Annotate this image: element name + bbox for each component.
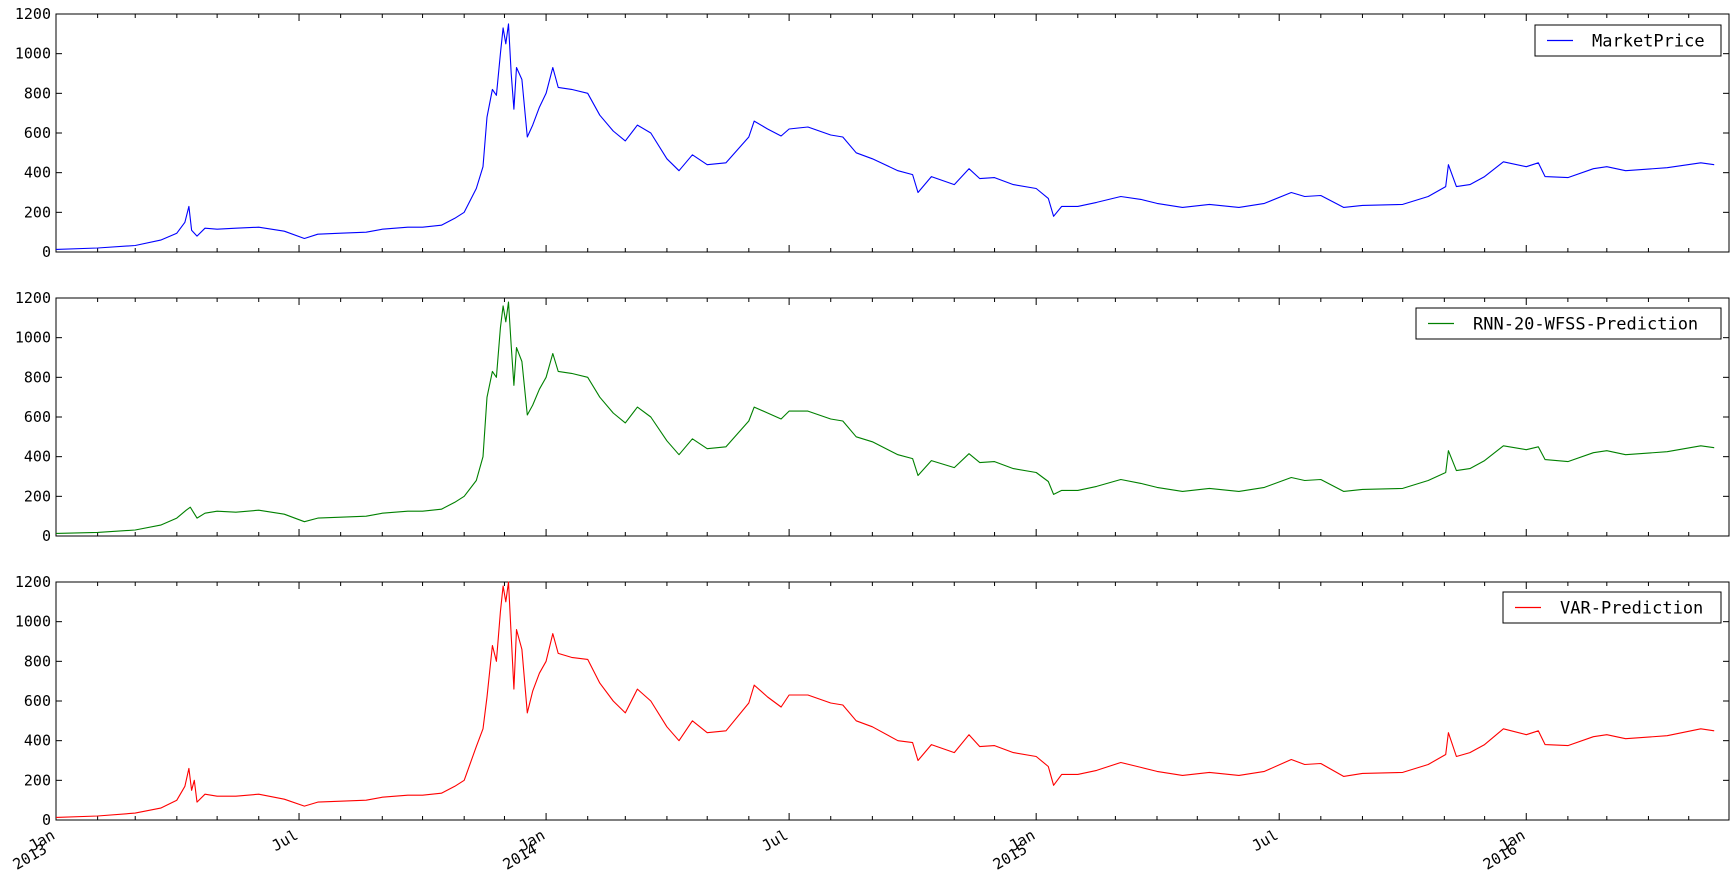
x-tick-label: Jul: [1249, 826, 1281, 855]
y-tick-label: 400: [24, 448, 51, 466]
panel-2: 0 200 400 600 800 1000 1200 RNN-20-WFSS-Predict…: [15, 289, 1730, 545]
panels: 0 200 400 600 800 1000 1200 MarketPrice 0 200 400 6…: [15, 5, 1730, 829]
plot-frame: [55, 13, 1730, 253]
y-tick-label: 600: [24, 692, 51, 710]
y-tick-label: 200: [24, 203, 51, 221]
panel-1: 0 200 400 600 800 1000 1200 MarketPrice: [15, 5, 1730, 261]
y-tick-label: 200: [24, 487, 51, 505]
y-tick-label: 400: [24, 164, 51, 182]
legend-label: RNN-20-WFSS-Prediction: [1473, 315, 1698, 335]
y-tick-label: 1000: [15, 329, 51, 347]
series-line-marketprice: [55, 23, 1715, 250]
y-tick-label: 0: [42, 811, 51, 829]
y-tick-label: 600: [24, 408, 51, 426]
y-tick-label: 1000: [15, 613, 51, 631]
legend-label: MarketPrice: [1592, 32, 1705, 52]
plot-frame: [55, 581, 1730, 821]
series-line-rnn-20-wfss-prediction: [55, 301, 1715, 534]
legend-box: [1415, 307, 1722, 340]
y-tick-label: 1200: [15, 5, 51, 23]
y-tick-label: 800: [24, 368, 51, 386]
panel-3: 0 200 400 600 800 1000 1200 VAR-Prediction: [15, 573, 1730, 829]
legend-label: VAR-Prediction: [1560, 599, 1703, 619]
legend: RNN-20-WFSS-Prediction: [1415, 307, 1722, 340]
y-tick-label: 800: [24, 652, 51, 670]
y-tick-label: 800: [24, 84, 51, 102]
x-tick-label: Jul: [759, 826, 791, 855]
x-tick-label: Jul: [269, 826, 301, 855]
y-tick-label: 600: [24, 124, 51, 142]
y-tick-label: 1000: [15, 45, 51, 63]
legend: MarketPrice: [1534, 24, 1722, 57]
y-tick-label: 1200: [15, 289, 51, 307]
legend: VAR-Prediction: [1502, 591, 1722, 624]
series-line-var-prediction: [55, 581, 1715, 818]
y-tick-label: 1200: [15, 573, 51, 591]
y-tick-label: 400: [24, 732, 51, 750]
y-tick-label: 200: [24, 771, 51, 789]
y-tick-label: 0: [42, 243, 51, 261]
y-tick-label: 0: [42, 527, 51, 545]
